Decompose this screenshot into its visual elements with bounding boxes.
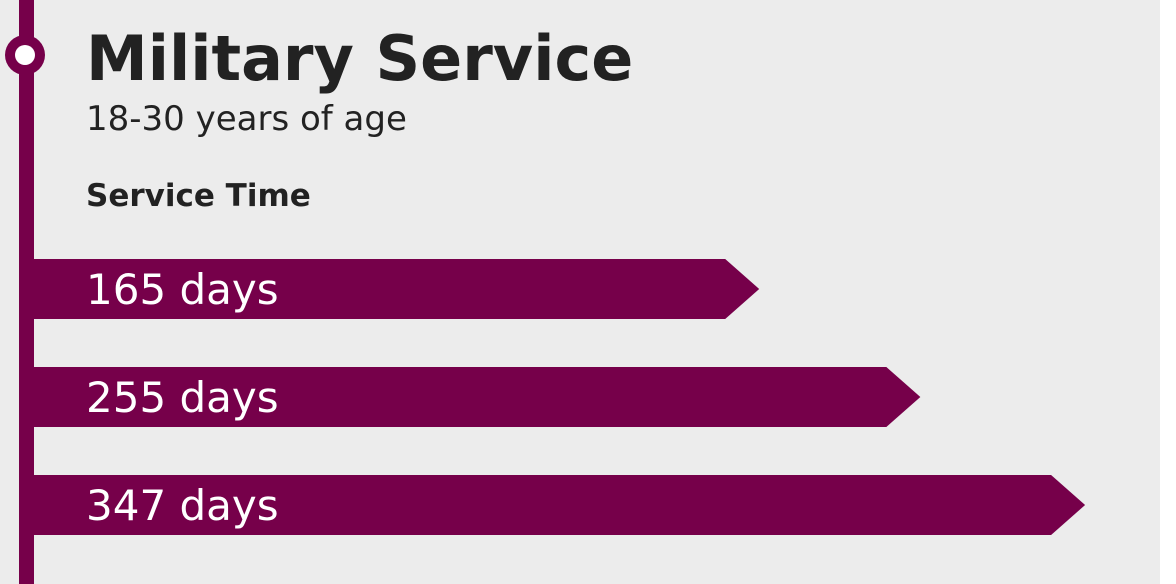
value-label: 347 days: [86, 481, 279, 530]
subtitle: 18-30 years of age: [86, 99, 407, 139]
chart-title: Military Service: [86, 22, 633, 95]
timeline: [19, 0, 34, 584]
bar: [34, 367, 921, 427]
bar: [34, 259, 760, 319]
timeline-node-center: [15, 45, 35, 65]
axis-label: Service Time: [86, 178, 311, 214]
bar: [34, 475, 1086, 535]
value-label: 165 days: [86, 265, 279, 314]
value-label: 255 days: [86, 373, 279, 422]
